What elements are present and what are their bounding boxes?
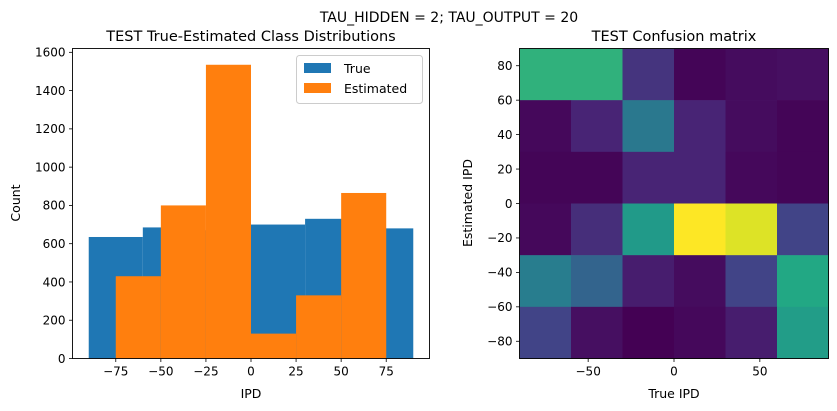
heatmap-cell-r4-c4 <box>725 255 778 308</box>
legend-swatch-estimated <box>304 83 331 93</box>
heatmap-cell-r0-c3 <box>674 48 726 101</box>
histogram-y-tick-label: 1200 <box>35 122 66 136</box>
histogram-x-tick-label: −25 <box>193 365 218 379</box>
heatmap-cell-r4-c3 <box>674 255 726 308</box>
heatmap-cell-r5-c4 <box>725 306 778 359</box>
histogram-title: TEST True-Estimated Class Distributions <box>105 29 395 45</box>
heatmap-cell-r4-c5 <box>777 255 829 308</box>
heatmap-x-tick-label: 50 <box>752 365 767 379</box>
heatmap-cell-r2-c2 <box>622 151 675 204</box>
histogram-y-tick-label: 800 <box>43 199 66 213</box>
estimated-bar-2 <box>205 64 251 359</box>
confusion-matrix-chart: TEST Confusion matrix −50 0 50 80 60 40 20 0 −2… <box>460 29 829 401</box>
heatmap-y-tick-label: −40 <box>487 266 512 280</box>
heatmap-cell-r0-c2 <box>622 48 675 101</box>
legend-label-true: True <box>343 61 371 76</box>
histogram-x-tick-label: 0 <box>247 365 255 379</box>
histogram-y-tick-label: 600 <box>43 237 66 251</box>
heatmap-cell-r0-c0 <box>519 48 572 101</box>
histogram-x-tick-label: 75 <box>379 365 394 379</box>
figure-suptitle: TAU_HIDDEN = 2; TAU_OUTPUT = 20 <box>319 10 578 26</box>
heatmap-cell-r2-c3 <box>674 151 726 204</box>
heatmap-cell-r5-c5 <box>777 306 829 359</box>
legend-label-estimated: Estimated <box>344 81 407 96</box>
histogram-y-tick-label: 400 <box>43 275 66 289</box>
histogram-y-tick-label: 1600 <box>35 46 66 60</box>
heatmap-cell-r3-c1 <box>571 203 623 256</box>
histogram-legend: True Estimated <box>296 55 423 104</box>
heatmap-y-tick-label: 60 <box>497 93 512 107</box>
heatmap-cell-r2-c1 <box>571 151 623 204</box>
legend-swatch-true <box>304 63 331 73</box>
heatmap-cell-r0-c1 <box>571 48 623 101</box>
heatmap-ylabel: Estimated IPD <box>460 159 475 247</box>
heatmap-cell-r0-c4 <box>725 48 778 101</box>
heatmap-cell-r4-c1 <box>571 255 623 308</box>
heatmap-cell-r5-c0 <box>519 306 572 359</box>
heatmap-cell-r5-c2 <box>622 306 675 359</box>
heatmap-cell-r3-c0 <box>519 203 572 256</box>
heatmap-cell-r0-c5 <box>777 48 829 101</box>
heatmap-cell-r1-c5 <box>777 100 829 153</box>
heatmap-x-tick-label: −50 <box>576 365 601 379</box>
histogram-ylabel: Count <box>8 184 23 221</box>
estimated-bar-4 <box>296 295 342 359</box>
heatmap-x-ticks: −50 0 50 <box>576 358 767 379</box>
estimated-bar-3 <box>251 333 297 359</box>
heatmap-cell-r1-c0 <box>519 100 572 153</box>
heatmap-cell-r2-c5 <box>777 151 829 204</box>
heatmap-y-ticks: 80 60 40 20 0 −20 −40 −60 −80 <box>487 59 520 349</box>
heatmap-y-tick-label: −60 <box>487 300 512 314</box>
histogram-y-tick-label: 1400 <box>35 84 66 98</box>
confusion-matrix-title: TEST Confusion matrix <box>591 29 757 45</box>
heatmap-cell-r1-c2 <box>622 100 675 153</box>
heatmap-cell-r4-c0 <box>519 255 572 308</box>
heatmap-cell-r3-c3 <box>674 203 726 256</box>
heatmap-cell-r5-c1 <box>571 306 623 359</box>
estimated-bar-5 <box>341 192 387 359</box>
heatmap-cell-r3-c2 <box>622 203 675 256</box>
heatmap-cell-r4-c2 <box>622 255 675 308</box>
histogram-x-tick-label: 50 <box>334 365 349 379</box>
heatmap-cells <box>519 48 829 359</box>
heatmap-cell-r2-c0 <box>519 151 572 204</box>
heatmap-y-tick-label: 80 <box>497 59 512 73</box>
heatmap-cell-r1-c3 <box>674 100 726 153</box>
heatmap-y-tick-label: −20 <box>487 231 512 245</box>
estimated-bar-1 <box>160 205 206 359</box>
estimated-bars <box>115 64 387 359</box>
histogram-y-ticks: 0 200 400 600 800 1000 1200 1400 1600 <box>35 46 73 366</box>
heatmap-y-tick-label: 0 <box>505 197 513 211</box>
histogram-y-tick-label: 0 <box>58 352 66 366</box>
histogram-chart: TEST True-Estimated Class Distributions … <box>8 29 430 401</box>
heatmap-cell-r5-c3 <box>674 306 726 359</box>
heatmap-cell-r1-c4 <box>725 100 778 153</box>
histogram-x-tick-label: −75 <box>103 365 128 379</box>
histogram-y-tick-label: 1000 <box>35 160 66 174</box>
histogram-x-ticks: −75 −50 −25 0 25 50 75 <box>103 358 394 379</box>
heatmap-cell-r2-c4 <box>725 151 778 204</box>
heatmap-y-tick-label: 40 <box>497 128 512 142</box>
histogram-y-tick-label: 200 <box>43 314 66 328</box>
estimated-bar-0 <box>115 276 161 359</box>
heatmap-cell-r1-c1 <box>571 100 623 153</box>
histogram-xlabel: IPD <box>241 386 262 401</box>
histogram-x-tick-label: −50 <box>148 365 173 379</box>
heatmap-xlabel: True IPD <box>647 386 699 401</box>
heatmap-cell-r3-c5 <box>777 203 829 256</box>
heatmap-cell-r3-c4 <box>725 203 778 256</box>
heatmap-y-tick-label: −80 <box>487 335 512 349</box>
heatmap-y-tick-label: 20 <box>497 162 512 176</box>
heatmap-x-tick-label: 0 <box>670 365 678 379</box>
histogram-x-tick-label: 25 <box>288 365 303 379</box>
